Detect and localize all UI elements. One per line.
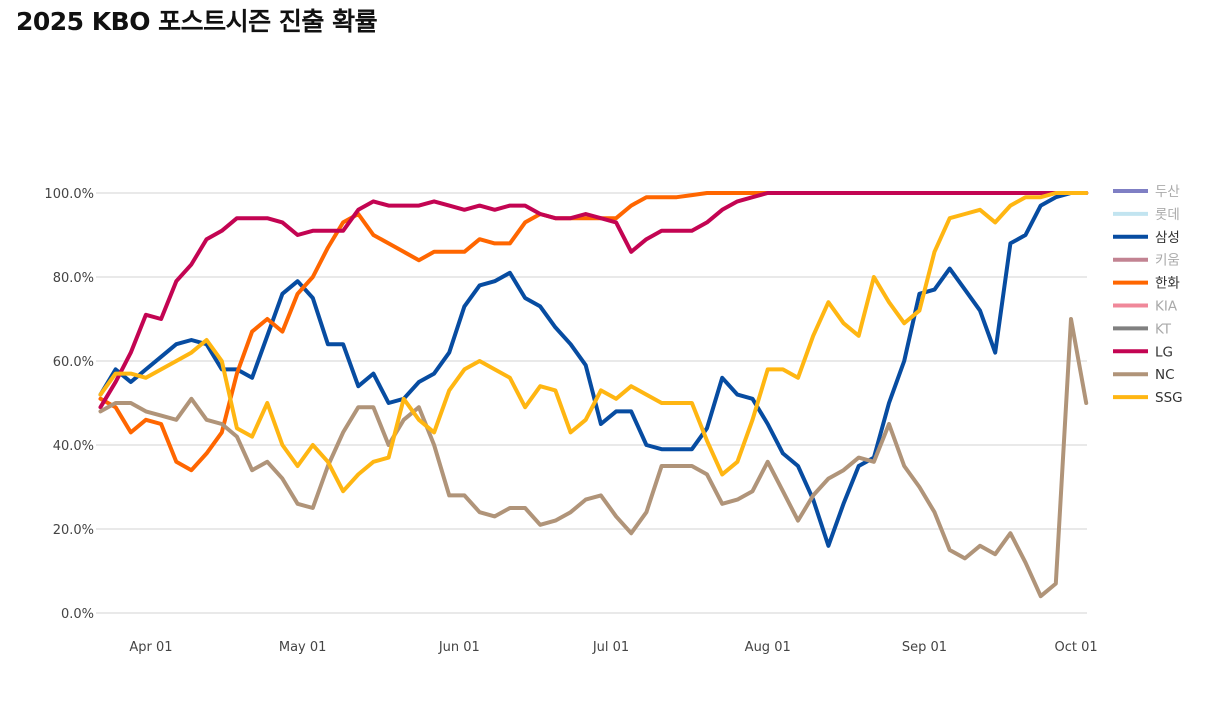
gridlines [96,192,1087,614]
y-tick-label: 80.0% [53,271,94,286]
legend-item-LG[interactable]: LG [1113,344,1173,360]
legend-item-한화[interactable]: 한화 [1113,276,1180,292]
y-axis: 0.0% 20.0% 40.0% 60.0% 80.0% 100.0% [44,187,94,622]
legend-label: SSG [1155,390,1183,406]
series-line-NC [98,317,1089,599]
y-tick-label: 60.0% [53,355,94,370]
x-tick-label: May 01 [279,640,327,655]
legend-label: KT [1155,321,1172,337]
legend-label: NC [1155,367,1175,383]
chart-title: 2025 KBO 포스트시즌 진출 확률 [16,7,378,36]
x-axis: Apr 01 May 01 Jun 01 Jul 01 Aug 01 Sep 01 Oct … [129,640,1097,655]
legend-item-두산[interactable]: 두산 [1113,184,1180,200]
x-tick-label: Jun 01 [438,640,480,655]
legend-label: 키움 [1155,253,1180,269]
legend-item-삼성[interactable]: 삼성 [1113,230,1180,246]
x-tick-label: Aug 01 [745,640,791,655]
legend-item-NC[interactable]: NC [1113,367,1175,383]
legend-item-KIA[interactable]: KIA [1113,299,1178,315]
legend-item-키움[interactable]: 키움 [1113,253,1180,269]
series-line-LG [98,191,1089,410]
x-tick-label: Sep 01 [902,640,947,655]
y-tick-label: 0.0% [61,607,94,622]
legend-label: 삼성 [1155,230,1180,246]
x-tick-label: Apr 01 [129,640,172,655]
legend-label: 롯데 [1155,207,1180,223]
legend-label: LG [1155,344,1173,360]
legend-label: KIA [1155,299,1178,315]
y-tick-label: 20.0% [53,523,94,538]
series-line-SSG [98,191,1089,494]
series-line-한화 [98,191,1089,473]
y-tick-label: 40.0% [53,439,94,454]
legend-item-KT[interactable]: KT [1113,321,1172,337]
legend-label: 한화 [1155,276,1180,292]
legend-label: 두산 [1155,184,1180,200]
legend-item-SSG[interactable]: SSG [1113,390,1183,406]
x-tick-label: Oct 01 [1054,640,1097,655]
x-tick-label: Jul 01 [592,640,629,655]
y-tick-label: 100.0% [44,187,94,202]
legend-item-롯데[interactable]: 롯데 [1113,207,1180,223]
series-lines [98,191,1089,599]
